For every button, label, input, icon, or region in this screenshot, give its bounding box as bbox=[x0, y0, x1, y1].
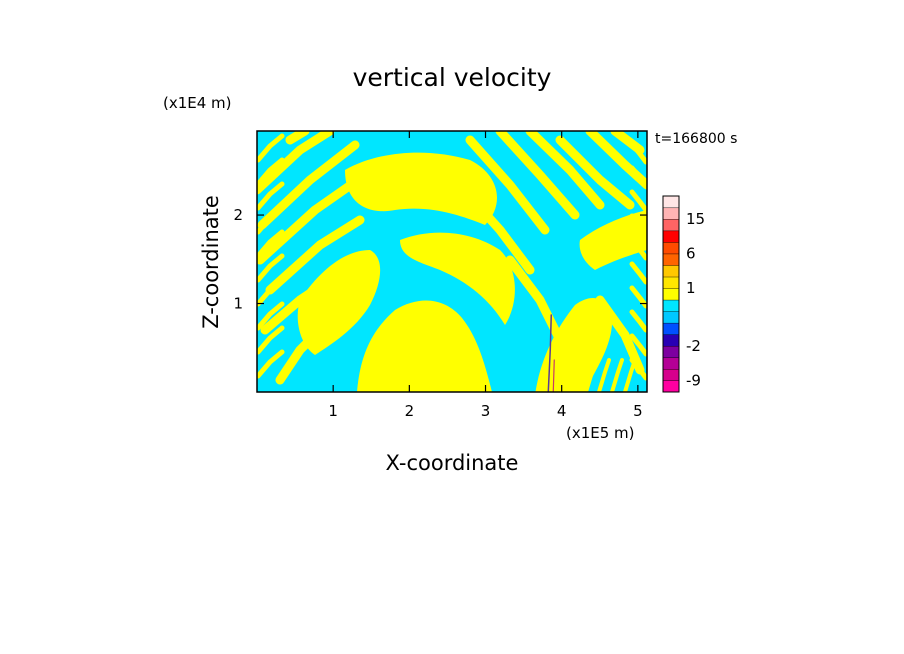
colorbar-ticks: 15 6 1 -2 -9 bbox=[686, 210, 705, 389]
x-axis: 1 2 3 4 5 bbox=[328, 131, 643, 420]
contour-region bbox=[579, 210, 647, 270]
colorbar-segment bbox=[662, 368, 680, 381]
colorbar-segment bbox=[662, 264, 680, 278]
colorbar-segment bbox=[662, 380, 680, 393]
contour-band bbox=[275, 325, 325, 385]
colorbar-tick-label: 1 bbox=[686, 279, 696, 297]
colorbar-segment bbox=[662, 253, 680, 266]
contour-band bbox=[629, 165, 647, 189]
contour-band bbox=[584, 358, 598, 392]
contour-band bbox=[629, 213, 647, 237]
y-axis: 12 bbox=[233, 206, 647, 313]
x-tick-label: 5 bbox=[633, 402, 643, 420]
contour-band bbox=[265, 215, 365, 295]
y-tick-label: 2 bbox=[233, 206, 243, 224]
colorbar-segment bbox=[662, 195, 680, 209]
contour-band bbox=[260, 275, 335, 335]
contour-band bbox=[257, 229, 285, 259]
colorbar-tick-label: 6 bbox=[686, 245, 696, 263]
contour-band bbox=[465, 135, 550, 235]
colorbar-segment bbox=[662, 276, 680, 289]
contour-band bbox=[257, 325, 285, 355]
contour-region bbox=[400, 232, 515, 325]
plot-frame bbox=[256, 130, 648, 393]
colorbar-segment bbox=[662, 241, 680, 255]
colorbar-frame bbox=[662, 195, 680, 393]
x-unit-label: (x1E5 m) bbox=[566, 424, 635, 442]
contour-region bbox=[345, 152, 497, 225]
contour-band bbox=[257, 349, 285, 379]
contour-band bbox=[571, 358, 585, 392]
contour-band bbox=[450, 175, 535, 275]
x-tick-label: 4 bbox=[557, 402, 567, 420]
y-tick-label: 1 bbox=[233, 295, 243, 313]
y-unit-label: (x1E4 m) bbox=[163, 94, 232, 112]
colorbar-segment bbox=[662, 230, 680, 243]
contour-band bbox=[257, 157, 285, 187]
contour-region bbox=[357, 300, 492, 392]
contour-band bbox=[629, 237, 647, 261]
contour-band bbox=[257, 131, 335, 195]
contour-band bbox=[257, 133, 285, 163]
x-tick-label: 1 bbox=[328, 402, 338, 420]
time-label: t=166800 s bbox=[655, 131, 737, 147]
colorbar bbox=[662, 195, 680, 393]
contour-band bbox=[257, 253, 285, 283]
colorbar-segment bbox=[662, 207, 680, 220]
contour-band bbox=[629, 189, 647, 213]
contour-band bbox=[629, 333, 647, 357]
contour-band bbox=[629, 141, 647, 165]
colorbar-segment bbox=[662, 288, 680, 301]
colorbar-segment bbox=[662, 334, 680, 347]
x-tick-label: 3 bbox=[481, 402, 491, 420]
colorbar-tick-label: -9 bbox=[686, 371, 701, 389]
contour-band bbox=[525, 131, 605, 210]
colorbar-segment bbox=[662, 299, 680, 312]
x-axis-label: X-coordinate bbox=[386, 451, 519, 475]
colorbar-segment bbox=[662, 345, 680, 358]
contour-band bbox=[555, 135, 635, 210]
y-axis-label: Z-coordinate bbox=[199, 195, 223, 329]
contour-band bbox=[547, 314, 553, 392]
contour-band bbox=[257, 181, 285, 211]
colorbar-tick-label: -2 bbox=[686, 337, 701, 355]
colorbar-segment bbox=[662, 311, 680, 324]
x-tick-label: 2 bbox=[405, 402, 415, 420]
contour-band bbox=[285, 131, 310, 145]
contour-band bbox=[552, 359, 555, 392]
contour-band bbox=[597, 358, 611, 392]
contour-band bbox=[257, 301, 285, 331]
contour-band bbox=[623, 358, 637, 392]
contour-band bbox=[257, 277, 285, 307]
chart-title: vertical velocity bbox=[353, 63, 552, 92]
colorbar-tick-label: 15 bbox=[686, 210, 705, 228]
contour-band bbox=[495, 131, 580, 220]
contour-band bbox=[610, 358, 624, 392]
contour-band bbox=[629, 309, 647, 333]
field-bands bbox=[257, 131, 647, 392]
contour-band bbox=[257, 170, 370, 265]
colorbar-segment bbox=[662, 357, 680, 370]
contour-field bbox=[257, 131, 647, 392]
contour-band bbox=[505, 255, 565, 345]
colorbar-segment bbox=[662, 218, 680, 232]
contour-band bbox=[257, 205, 285, 235]
colorbar-segment bbox=[662, 322, 680, 335]
contour-band bbox=[629, 261, 647, 285]
